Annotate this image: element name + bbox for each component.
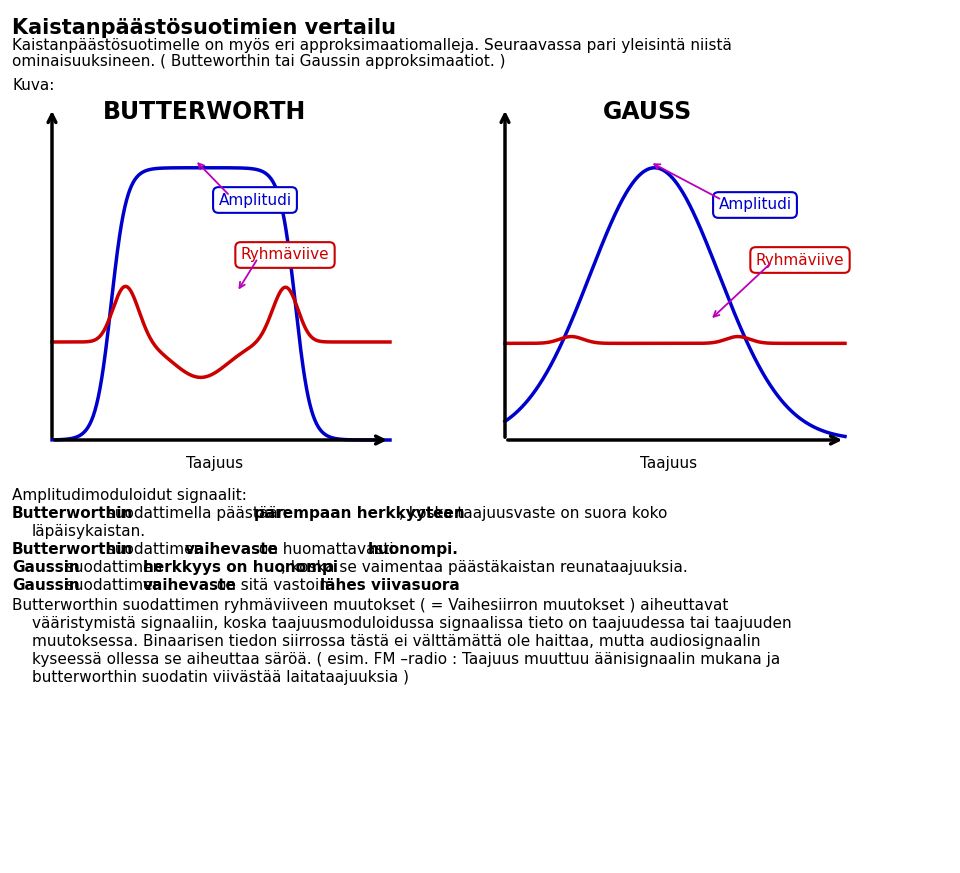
Text: Amplitudi: Amplitudi bbox=[718, 197, 792, 212]
Text: Amplitudi: Amplitudi bbox=[219, 193, 292, 208]
Text: vääristymistä signaaliin, koska taajuusmoduloidussa signaalissa tieto on taajuud: vääristymistä signaaliin, koska taajuusm… bbox=[32, 616, 792, 631]
Text: Butterworthin suodattimen ryhmäviiveen muutokset ( = Vaihesiirron muutokset ) ai: Butterworthin suodattimen ryhmäviiveen m… bbox=[12, 598, 729, 613]
Text: läpäisykaistan.: läpäisykaistan. bbox=[32, 524, 146, 539]
Text: huonompi.: huonompi. bbox=[368, 542, 458, 557]
Text: , koska taajuusvaste on suora koko: , koska taajuusvaste on suora koko bbox=[399, 506, 668, 521]
Text: suodattimen: suodattimen bbox=[60, 560, 167, 575]
Text: butterworthin suodatin viivästää laitataajuuksia ): butterworthin suodatin viivästää laitata… bbox=[32, 670, 409, 685]
Text: Gaussin: Gaussin bbox=[12, 560, 80, 575]
Text: Ryhmäviive: Ryhmäviive bbox=[241, 248, 329, 263]
Text: Kaistanpäästösuotimelle on myös eri approksimaatiomalleja. Seuraavassa pari ylei: Kaistanpäästösuotimelle on myös eri appr… bbox=[12, 38, 732, 53]
Text: suodattimella päästään: suodattimella päästään bbox=[102, 506, 292, 521]
Text: muutoksessa. Binaarisen tiedon siirrossa tästä ei välttämättä ole haittaa, mutta: muutoksessa. Binaarisen tiedon siirrossa… bbox=[32, 634, 760, 649]
Text: Taajuus: Taajuus bbox=[185, 456, 243, 471]
Text: Butterworthin: Butterworthin bbox=[12, 506, 133, 521]
Text: on huomattavasti: on huomattavasti bbox=[253, 542, 398, 557]
Text: kyseessä ollessa se aiheuttaa säröä. ( esim. FM –radio : Taajuus muuttuu äänisig: kyseessä ollessa se aiheuttaa säröä. ( e… bbox=[32, 652, 780, 667]
Text: , koska se vaimentaa päästäkaistan reunataajuuksia.: , koska se vaimentaa päästäkaistan reuna… bbox=[281, 560, 688, 575]
Text: Butterworthin: Butterworthin bbox=[12, 542, 133, 557]
Text: Ryhmäviive: Ryhmäviive bbox=[756, 252, 844, 267]
Text: ominaisuuksineen. ( Butteworthin tai Gaussin approksimaatiot. ): ominaisuuksineen. ( Butteworthin tai Gau… bbox=[12, 54, 506, 69]
Text: suodattimen: suodattimen bbox=[60, 578, 167, 593]
Text: Amplitudimoduloidut signaalit:: Amplitudimoduloidut signaalit: bbox=[12, 488, 247, 503]
Text: lähes viivasuora: lähes viivasuora bbox=[320, 578, 459, 593]
Text: on sitä vastoin: on sitä vastoin bbox=[212, 578, 334, 593]
Text: BUTTERWORTH: BUTTERWORTH bbox=[103, 100, 305, 124]
Text: vaihevaste: vaihevaste bbox=[184, 542, 278, 557]
Text: Taajuus: Taajuus bbox=[639, 456, 697, 471]
Text: GAUSS: GAUSS bbox=[603, 100, 692, 124]
Text: parempaan herkkyyteen: parempaan herkkyyteen bbox=[253, 506, 465, 521]
Text: Kaistanpäästösuotimien vertailu: Kaistanpäästösuotimien vertailu bbox=[12, 18, 396, 38]
Text: Gaussin: Gaussin bbox=[12, 578, 80, 593]
Text: .: . bbox=[430, 578, 435, 593]
Text: suodattimen: suodattimen bbox=[102, 542, 208, 557]
Text: Kuva:: Kuva: bbox=[12, 78, 55, 93]
Text: herkkyys on huonompi: herkkyys on huonompi bbox=[143, 560, 338, 575]
Text: vaihevaste: vaihevaste bbox=[143, 578, 236, 593]
